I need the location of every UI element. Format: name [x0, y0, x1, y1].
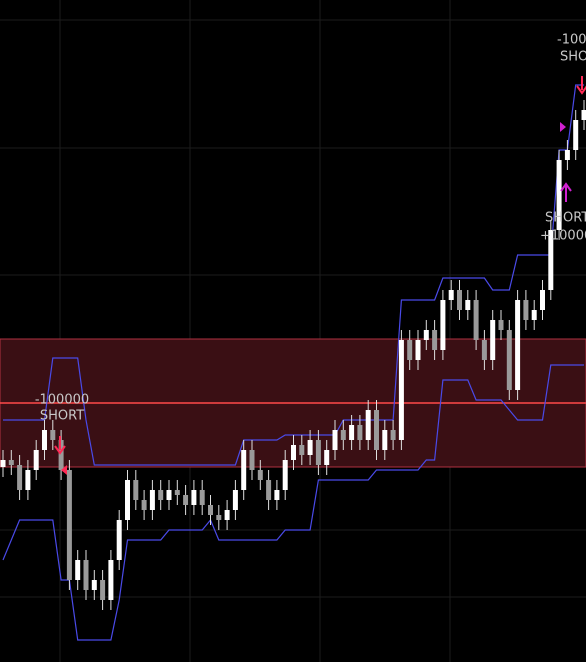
candle-body	[149, 490, 155, 510]
candle-body	[440, 300, 446, 350]
candle-body	[257, 470, 263, 480]
candles	[0, 100, 586, 610]
candle-body	[66, 470, 72, 580]
candle-body	[249, 450, 255, 470]
candle-body	[374, 410, 379, 450]
candle-body	[282, 460, 288, 490]
candle-body	[58, 440, 64, 470]
candle-body	[365, 410, 371, 440]
short-arrow	[54, 436, 66, 455]
candle-body	[382, 430, 388, 450]
candle-body	[324, 450, 330, 465]
candle-body	[465, 300, 471, 310]
candle-body	[291, 445, 296, 460]
candle-body	[423, 330, 429, 340]
candle-body	[232, 490, 238, 510]
candle-body	[224, 510, 230, 520]
candle-body	[299, 445, 305, 455]
candle-body	[332, 430, 338, 450]
candle-body	[307, 440, 313, 455]
candle-body	[523, 300, 529, 320]
candle-body	[349, 425, 355, 440]
candle-body	[581, 110, 586, 120]
candle-body	[506, 330, 512, 390]
annotation: -100	[557, 33, 586, 48]
candle-body	[42, 430, 47, 450]
candle-body	[340, 430, 346, 440]
candle-body	[556, 160, 562, 230]
candle-body	[0, 460, 6, 467]
candle-body	[498, 320, 504, 330]
candle-body	[481, 340, 487, 360]
candle-body	[398, 340, 404, 440]
candle-body	[490, 320, 496, 360]
candle-body	[531, 310, 537, 320]
candle-body	[564, 150, 570, 160]
candle-body	[83, 560, 89, 590]
candle-body	[432, 330, 438, 350]
candle-body	[216, 515, 222, 520]
candle-body	[108, 560, 114, 600]
short-arrow	[576, 76, 586, 95]
candle-body	[166, 490, 172, 500]
annotation: SHO	[560, 50, 586, 65]
signals	[54, 76, 586, 475]
candle-body	[274, 490, 280, 500]
channel-lower	[2, 364, 584, 641]
candle-body	[540, 290, 545, 310]
candle-body	[415, 340, 421, 360]
candle-body	[17, 465, 23, 490]
candle-body	[448, 290, 454, 300]
candle-body	[25, 470, 31, 490]
candle-body	[141, 500, 147, 510]
candle-body	[390, 430, 396, 440]
candle-body	[315, 440, 321, 465]
candle-body	[174, 490, 180, 495]
candle-body	[191, 490, 197, 505]
annotation: +10000	[540, 229, 586, 244]
candle-body	[407, 340, 413, 360]
candle-body	[125, 480, 130, 520]
candle-body	[199, 490, 205, 505]
cover-arrow	[560, 182, 572, 202]
candle-body	[573, 120, 579, 150]
candle-body	[8, 460, 14, 465]
candle-body	[473, 300, 479, 340]
candle-body	[50, 430, 56, 440]
annotation: -100000	[35, 393, 89, 408]
candle-body	[515, 300, 521, 390]
candle-body	[241, 450, 247, 490]
annotation: SHORT	[545, 211, 586, 226]
candle-body	[548, 230, 554, 290]
signal-marker	[560, 122, 566, 132]
signal-marker	[61, 465, 67, 475]
candle-body	[91, 580, 97, 590]
annotation: SHORT	[40, 409, 84, 424]
candle-body	[266, 480, 272, 500]
candle-body	[183, 495, 189, 505]
candle-body	[75, 560, 81, 580]
candle-body	[133, 480, 139, 500]
candle-body	[33, 450, 39, 470]
candle-body	[208, 505, 213, 515]
candle-body	[116, 520, 122, 560]
candle-body	[357, 425, 363, 440]
candle-body	[457, 290, 462, 310]
candle-body	[100, 580, 106, 600]
candle-body	[158, 490, 164, 500]
